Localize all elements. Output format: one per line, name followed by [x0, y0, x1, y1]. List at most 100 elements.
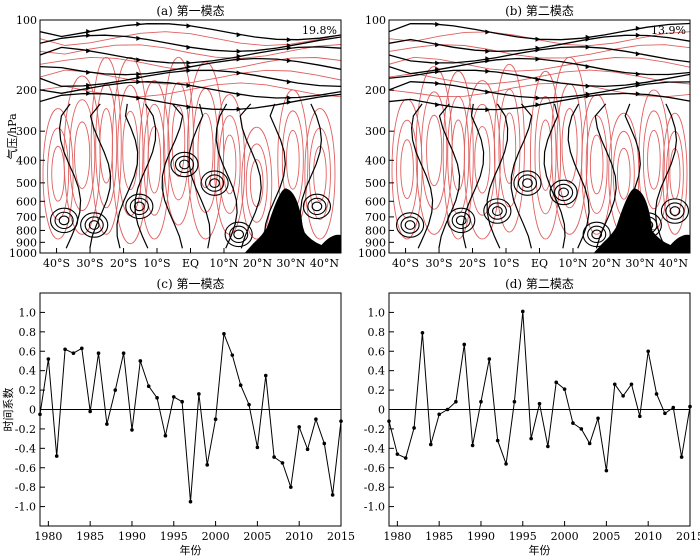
y-tick-label: 800	[16, 224, 37, 237]
data-point	[671, 405, 676, 410]
eddy	[200, 170, 229, 196]
eddy	[307, 197, 327, 216]
streamline-arrow	[86, 90, 92, 96]
circulation-loop	[51, 145, 65, 202]
y-tick-label: 500	[16, 177, 37, 190]
circulation-loop	[241, 126, 273, 240]
y-tick-label: 200	[16, 84, 37, 97]
eddy	[591, 229, 603, 240]
data-point	[554, 380, 559, 385]
y-tick-label: 0.2	[19, 384, 37, 397]
y-axis-label: 气压/hPa	[5, 113, 19, 160]
y-tick-label: 1.0	[368, 306, 386, 319]
x-tick-label: 2000	[202, 530, 230, 543]
data-point	[247, 402, 251, 407]
x-tick-label: 1990	[467, 530, 495, 543]
eddy	[229, 225, 249, 244]
data-point	[280, 461, 285, 465]
circulation-loop	[138, 80, 170, 240]
data-point	[621, 394, 625, 398]
circulation-loop	[662, 112, 688, 235]
streamline-arrow	[485, 29, 491, 35]
x-tick-label: EQ	[182, 257, 199, 270]
circulation-loop	[286, 129, 300, 190]
data-point	[587, 441, 592, 446]
terrain-silhouette	[244, 188, 341, 253]
circulation-loop	[304, 108, 336, 240]
streamline-arrow	[635, 51, 641, 57]
data-point	[238, 383, 243, 388]
data-point	[339, 419, 343, 423]
y-tick-label: -0.8	[15, 481, 36, 494]
circulation-loop	[400, 139, 414, 199]
data-point	[579, 427, 584, 431]
x-tick-label: 40°S	[43, 257, 70, 270]
circulation-loop	[122, 110, 139, 191]
eddy	[455, 215, 467, 226]
streamline	[40, 46, 341, 64]
y-tick-label: 700	[16, 211, 37, 224]
streamline	[89, 103, 112, 249]
circulation-loop	[447, 95, 470, 215]
streamline	[510, 103, 533, 249]
y-tick-label: 900	[16, 236, 37, 249]
streamline-arrow	[236, 56, 242, 62]
x-tick-label: 40°N	[310, 257, 339, 270]
circulation-loop	[617, 147, 631, 200]
eddy	[587, 225, 607, 244]
circulation-loop	[167, 81, 190, 201]
eddy	[58, 215, 70, 226]
streamline-arrow	[286, 45, 292, 51]
eddy	[49, 207, 79, 234]
eddy	[88, 220, 100, 230]
circulation-line	[40, 44, 341, 59]
x-tick-label: 1985	[76, 530, 104, 543]
y-tick-label: 600	[365, 195, 386, 208]
streamline	[215, 103, 238, 249]
data-point	[197, 392, 201, 396]
data-point	[171, 395, 176, 399]
y-tick-label: 1000	[358, 247, 386, 260]
y-tick-label: 0.8	[19, 326, 37, 339]
x-tick-label: 1995	[509, 530, 537, 543]
streamline-arrow	[435, 69, 441, 75]
eddy	[582, 221, 611, 248]
data-point	[46, 357, 51, 361]
circulation-loop	[421, 91, 448, 210]
circulation-loop	[47, 127, 70, 220]
y-tick-label: 300	[365, 125, 386, 138]
variance-label: 19.8%	[302, 24, 337, 37]
x-tick-label: 2015	[676, 530, 700, 543]
streamline	[134, 103, 157, 249]
y-tick-label: 0.6	[368, 345, 386, 358]
circulation-loop	[143, 103, 166, 216]
y-tick-label: 700	[365, 211, 386, 224]
plot-area	[40, 21, 341, 253]
streamline-arrow	[535, 102, 541, 108]
data-point	[429, 442, 433, 447]
circulation-loop	[669, 147, 681, 200]
eddy	[404, 220, 416, 230]
data-point	[54, 454, 59, 458]
streamline	[389, 46, 690, 64]
streamline-arrow	[236, 48, 242, 54]
y-tick-label: 0	[29, 404, 36, 417]
y-tick-label: 500	[365, 177, 386, 190]
y-tick-label: -1.0	[15, 501, 36, 514]
circulation-loop	[463, 80, 501, 240]
y-tick-label: 0.2	[368, 384, 386, 397]
y-tick-label: -1.0	[364, 501, 385, 514]
circulation-loop	[474, 126, 491, 194]
x-tick-label: 2010	[285, 530, 313, 543]
data-point	[163, 433, 168, 438]
data-point	[520, 309, 525, 314]
x-tick-label: 2015	[327, 530, 355, 543]
streamline-arrow	[435, 60, 441, 66]
streamline	[116, 103, 139, 249]
y-tick-label: 400	[365, 154, 386, 167]
data-point	[38, 412, 42, 417]
data-point	[180, 399, 184, 404]
circulation-loop	[442, 70, 474, 240]
streamline-arrow	[286, 95, 292, 101]
